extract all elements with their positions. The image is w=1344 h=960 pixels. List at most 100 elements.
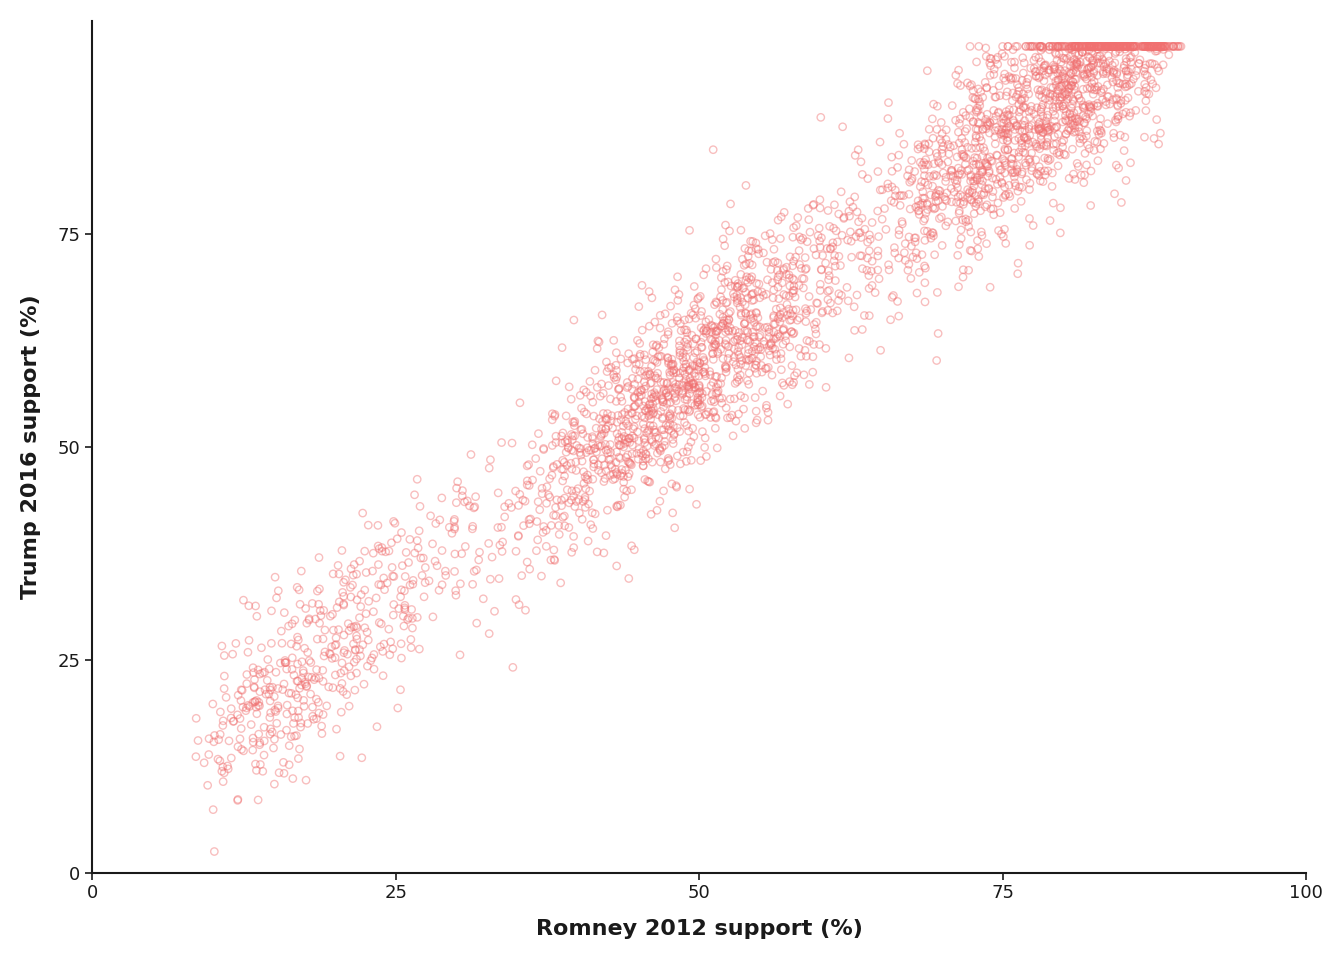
Point — [715, 262, 737, 277]
Point — [641, 290, 663, 305]
Point — [257, 673, 278, 688]
Point — [1120, 38, 1141, 54]
Point — [754, 228, 775, 244]
Point — [1079, 38, 1101, 54]
Point — [1055, 113, 1077, 129]
Point — [618, 346, 640, 361]
Point — [1146, 43, 1168, 59]
Point — [734, 316, 755, 331]
Point — [664, 362, 685, 377]
Point — [953, 270, 974, 285]
Point — [1047, 83, 1068, 98]
Point — [1060, 78, 1082, 93]
Point — [242, 734, 263, 750]
Point — [1050, 226, 1071, 241]
Point — [659, 416, 680, 431]
Point — [288, 709, 309, 725]
Point — [804, 317, 825, 332]
Point — [966, 233, 988, 249]
Point — [656, 385, 677, 400]
Point — [1023, 53, 1044, 68]
Point — [941, 180, 962, 196]
Point — [388, 601, 410, 616]
Point — [355, 564, 376, 580]
Point — [543, 542, 564, 558]
Point — [1019, 104, 1040, 119]
Point — [649, 321, 671, 336]
Point — [984, 112, 1005, 128]
Point — [563, 418, 585, 433]
Point — [680, 381, 702, 396]
Point — [505, 591, 527, 607]
Point — [723, 286, 745, 301]
Point — [1086, 123, 1107, 138]
Point — [578, 443, 599, 458]
Point — [679, 362, 700, 377]
Point — [976, 80, 997, 95]
Point — [669, 316, 691, 331]
Point — [540, 517, 562, 533]
Point — [582, 521, 603, 537]
Point — [563, 444, 585, 459]
Point — [548, 517, 570, 533]
Point — [1017, 86, 1039, 102]
Point — [341, 577, 363, 592]
Point — [1008, 109, 1030, 125]
Point — [1086, 51, 1107, 66]
Point — [1008, 80, 1030, 95]
Point — [358, 517, 379, 533]
Point — [1075, 71, 1097, 86]
Point — [398, 611, 419, 626]
Point — [380, 535, 402, 550]
Point — [1000, 156, 1021, 172]
Point — [1091, 92, 1113, 108]
Point — [845, 229, 867, 245]
Point — [969, 140, 991, 156]
Point — [638, 474, 660, 490]
Point — [578, 496, 599, 512]
Point — [1031, 83, 1052, 98]
Point — [1025, 69, 1047, 84]
Point — [642, 400, 664, 416]
Point — [578, 472, 599, 488]
Point — [1152, 38, 1173, 54]
Point — [1154, 38, 1176, 54]
Point — [930, 115, 952, 131]
Point — [1008, 255, 1030, 271]
Point — [622, 399, 644, 415]
Point — [1051, 68, 1073, 84]
Point — [1111, 38, 1133, 54]
Point — [1075, 54, 1097, 69]
Point — [949, 111, 970, 127]
Point — [685, 310, 707, 325]
Point — [431, 577, 453, 592]
Point — [624, 542, 645, 558]
Point — [973, 185, 995, 201]
Point — [394, 602, 415, 617]
Point — [810, 262, 832, 277]
Point — [1028, 120, 1050, 135]
Point — [202, 696, 223, 711]
Point — [633, 348, 655, 363]
Point — [574, 490, 595, 505]
Point — [758, 343, 780, 358]
Point — [915, 260, 937, 276]
Point — [1099, 96, 1121, 111]
Point — [1060, 116, 1082, 132]
Point — [1066, 57, 1087, 72]
Point — [1067, 158, 1089, 174]
Point — [993, 70, 1015, 85]
Point — [1046, 78, 1067, 93]
Point — [684, 366, 706, 381]
Point — [1116, 38, 1137, 54]
Point — [1050, 63, 1071, 79]
Point — [617, 355, 638, 371]
Point — [340, 620, 362, 636]
Point — [571, 512, 593, 527]
Point — [1142, 76, 1164, 91]
Point — [1035, 167, 1056, 182]
Point — [704, 409, 726, 424]
Point — [1063, 38, 1085, 54]
Point — [743, 339, 765, 354]
Point — [505, 543, 527, 559]
